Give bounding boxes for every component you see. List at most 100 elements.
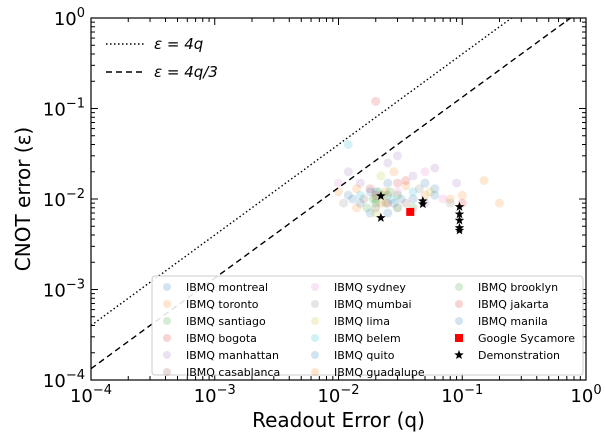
data-point bbox=[389, 198, 399, 208]
legend-marker bbox=[163, 334, 171, 342]
legend-marker bbox=[163, 283, 171, 291]
legend-label: IBMQ bogota bbox=[186, 332, 257, 345]
data-point bbox=[365, 187, 375, 197]
data-point bbox=[371, 203, 381, 213]
data-point bbox=[454, 215, 465, 225]
data-point bbox=[383, 198, 393, 208]
line-legend-label: ε = 4q bbox=[154, 35, 203, 53]
legend-label: IBMQ toronto bbox=[186, 298, 259, 311]
data-point bbox=[355, 178, 365, 188]
data-point bbox=[362, 203, 372, 213]
data-point bbox=[389, 167, 399, 177]
data-point bbox=[376, 171, 386, 181]
reference-lines bbox=[90, 17, 571, 370]
legend-marker bbox=[455, 283, 463, 291]
legend-marker bbox=[311, 351, 319, 359]
data-point bbox=[414, 184, 424, 194]
data-point bbox=[445, 194, 455, 204]
legend-label: IBMQ sydney bbox=[334, 281, 406, 294]
data-point bbox=[452, 178, 462, 188]
legend-marker bbox=[163, 351, 171, 359]
x-tick-label: 10−4 bbox=[70, 383, 112, 407]
y-tick-label: 10−4 bbox=[43, 368, 85, 392]
data-point bbox=[420, 178, 430, 188]
legend-label: IBMQ brooklyn bbox=[478, 281, 558, 294]
data-points bbox=[334, 96, 505, 235]
legend-marker bbox=[311, 283, 319, 291]
x-tick-label: 10−1 bbox=[441, 383, 483, 407]
legend-marker bbox=[311, 368, 319, 376]
data-point bbox=[393, 178, 403, 188]
data-point bbox=[385, 187, 395, 197]
data-point bbox=[393, 151, 403, 161]
data-point bbox=[348, 194, 358, 204]
legend-label: IBMQ manila bbox=[478, 315, 548, 328]
legend-marker bbox=[455, 317, 463, 325]
data-point bbox=[430, 190, 440, 200]
tick-labels: 10−4 10−3 10−2 10−1 100 10−4 10−3 10−2 10−1 100 bbox=[43, 6, 602, 407]
data-point bbox=[343, 190, 353, 200]
data-point bbox=[376, 190, 386, 201]
legend-marker bbox=[455, 300, 463, 308]
data-point bbox=[352, 184, 362, 194]
data-point bbox=[355, 198, 365, 208]
data-point bbox=[383, 158, 393, 168]
data-point bbox=[406, 207, 415, 216]
line-legend-label: ε = 4q/3 bbox=[154, 63, 218, 81]
axes bbox=[90, 17, 587, 381]
y-axis-label: CNOT error (ε) bbox=[11, 127, 35, 271]
legend-label: IBMQ guadalupe bbox=[334, 366, 425, 379]
data-point bbox=[381, 187, 391, 197]
data-point bbox=[387, 194, 397, 204]
data-point bbox=[334, 187, 343, 197]
data-point bbox=[359, 194, 369, 204]
data-point bbox=[383, 178, 393, 188]
data-point bbox=[383, 190, 393, 200]
data-point bbox=[430, 184, 440, 194]
data-point bbox=[365, 184, 375, 194]
data-point bbox=[371, 190, 381, 200]
data-point bbox=[457, 190, 467, 200]
data-point bbox=[381, 198, 391, 208]
data-point bbox=[368, 194, 378, 204]
y-tick-label: 10−3 bbox=[43, 278, 85, 302]
data-point bbox=[383, 208, 393, 218]
reference-line bbox=[90, 17, 512, 327]
data-point bbox=[401, 198, 411, 208]
data-point bbox=[334, 178, 343, 188]
data-point bbox=[355, 190, 365, 200]
data-point bbox=[408, 171, 418, 181]
reference-line bbox=[90, 17, 571, 370]
data-point bbox=[371, 208, 381, 218]
data-point bbox=[396, 194, 406, 204]
y-tick-label: 10−2 bbox=[43, 187, 85, 211]
data-point bbox=[479, 176, 489, 186]
legend-label: IBMQ jakarta bbox=[478, 298, 549, 311]
data-point bbox=[425, 187, 435, 197]
legend-marker bbox=[311, 317, 319, 325]
data-point bbox=[454, 209, 465, 219]
legend-label: IBMQ lima bbox=[334, 315, 390, 328]
data-point bbox=[454, 201, 465, 211]
y-tick-label: 100 bbox=[54, 6, 85, 30]
x-axis-label: Readout Error (q) bbox=[252, 408, 425, 432]
data-point bbox=[438, 194, 448, 204]
data-point bbox=[408, 187, 418, 197]
legend-label: IBMQ santiago bbox=[186, 315, 266, 328]
legend-marker bbox=[163, 300, 171, 308]
data-point bbox=[495, 198, 505, 208]
data-point bbox=[393, 203, 403, 213]
data-point bbox=[393, 203, 403, 213]
data-point bbox=[401, 181, 411, 191]
data-point bbox=[352, 203, 362, 213]
legend-marker bbox=[163, 317, 171, 325]
data-point bbox=[365, 208, 375, 218]
legend-label: Google Sycamore bbox=[478, 332, 575, 345]
series-legend: IBMQ montreal IBMQ toronto IBMQ santiago IB… bbox=[151, 275, 584, 379]
legend-marker bbox=[311, 300, 319, 308]
data-point bbox=[376, 198, 386, 208]
data-point bbox=[371, 198, 381, 208]
data-point bbox=[430, 163, 440, 173]
data-point bbox=[371, 187, 381, 197]
